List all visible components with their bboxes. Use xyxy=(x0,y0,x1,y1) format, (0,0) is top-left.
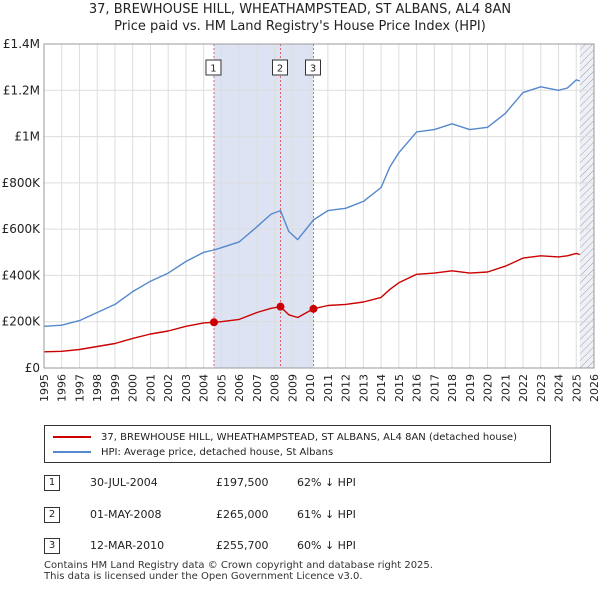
sale-number-badge: 3 xyxy=(44,538,60,554)
x-tick-label: 2006 xyxy=(233,374,246,402)
x-tick-label: 2016 xyxy=(411,374,424,402)
table-row: 2 01-MAY-2008 £265,000 61% ↓ HPI xyxy=(44,505,384,523)
x-tick-label: 2025 xyxy=(570,374,583,402)
sale-marker-label: 1 xyxy=(210,64,216,75)
x-tick-label: 1998 xyxy=(91,374,104,402)
x-tick-label: 2002 xyxy=(162,374,175,402)
y-tick-label: £0 xyxy=(25,361,40,375)
chart-subtitle: Price paid vs. HM Land Registry's House … xyxy=(114,19,486,34)
x-tick-label: 2005 xyxy=(215,374,228,402)
x-tick-label: 2001 xyxy=(144,374,157,402)
x-tick-label: 2022 xyxy=(517,374,530,402)
legend-swatch-property xyxy=(53,436,91,438)
x-tick-label: 2023 xyxy=(535,374,548,402)
x-tick-label: 2003 xyxy=(180,374,193,402)
sale-number-badge: 2 xyxy=(44,507,60,523)
forecast-hatch-region xyxy=(579,44,594,368)
x-tick-label: 2019 xyxy=(464,374,477,402)
sale-point xyxy=(209,318,218,327)
sale-hpi-diff: 62% ↓ HPI xyxy=(297,476,356,489)
x-tick-label: 2018 xyxy=(446,374,459,402)
x-tick-label: 2026 xyxy=(588,374,600,402)
sale-price: £255,700 xyxy=(216,539,269,552)
table-row: 1 30-JUL-2004 £197,500 62% ↓ HPI xyxy=(44,473,384,491)
x-tick-label: 1997 xyxy=(73,374,86,402)
plot-frame xyxy=(43,43,595,369)
sale-marker-label: 3 xyxy=(310,64,316,75)
sale-hpi-diff: 60% ↓ HPI xyxy=(297,539,356,552)
x-tick-label: 2014 xyxy=(375,374,388,402)
sale-point xyxy=(309,304,318,313)
y-tick-label: £200K xyxy=(2,315,42,329)
sale-marker-box xyxy=(205,59,222,76)
plot-background xyxy=(44,44,594,368)
sale-marker-label: 2 xyxy=(277,64,283,75)
x-tick-label: 2010 xyxy=(304,374,317,402)
sale-price: £265,000 xyxy=(216,508,269,521)
sale-price: £197,500 xyxy=(216,476,269,489)
y-tick-label: £800K xyxy=(2,176,42,190)
shaded-span xyxy=(280,44,314,368)
y-tick-label: £600K xyxy=(2,222,42,236)
x-tick-label: 2011 xyxy=(322,374,335,402)
x-tick-label: 2004 xyxy=(198,374,211,402)
x-tick-label: 2008 xyxy=(269,374,282,402)
hpi-line xyxy=(43,79,581,327)
footer-licence: This data is licensed under the Open Gov… xyxy=(44,571,363,582)
footer-copyright: Contains HM Land Registry data © Crown c… xyxy=(44,560,433,571)
legend-item-hpi: HPI: Average price, detached house, St A… xyxy=(53,445,333,459)
x-tick-label: 2000 xyxy=(127,374,140,402)
sale-date: 12-MAR-2010 xyxy=(90,539,165,552)
x-tick-label: 2009 xyxy=(286,374,299,402)
sale-date: 30-JUL-2004 xyxy=(90,476,158,489)
shaded-span xyxy=(213,44,281,368)
x-tick-label: 2021 xyxy=(499,374,512,402)
legend-label-property: 37, BREWHOUSE HILL, WHEATHAMPSTEAD, ST A… xyxy=(101,431,517,443)
sale-point xyxy=(276,302,285,311)
legend-label-hpi: HPI: Average price, detached house, St A… xyxy=(101,446,334,458)
x-tick-label: 2024 xyxy=(553,374,566,402)
sale-marker-box xyxy=(305,59,321,76)
y-tick-label: £1.4M xyxy=(3,37,40,51)
sale-hpi-diff: 61% ↓ HPI xyxy=(297,508,356,521)
chart-legend: 37, BREWHOUSE HILL, WHEATHAMPSTEAD, ST A… xyxy=(44,425,551,463)
footer-attribution: Contains HM Land Registry data © Crown c… xyxy=(44,560,433,582)
y-tick-label: £1M xyxy=(14,130,40,144)
x-tick-label: 2013 xyxy=(357,374,370,402)
table-row: 3 12-MAR-2010 £255,700 60% ↓ HPI xyxy=(44,536,384,554)
price-chart: 1 2 3 £0 £200K £400K £600K £800K £1M £1.2M £1.4M 1… xyxy=(2,37,600,402)
y-tick-label: £400K xyxy=(2,268,42,282)
legend-item-property: 37, BREWHOUSE HILL, WHEATHAMPSTEAD, ST A… xyxy=(53,430,517,444)
sale-number-badge: 1 xyxy=(44,475,60,491)
x-tick-label: 2015 xyxy=(393,374,406,402)
x-tick-label: 1999 xyxy=(109,374,122,402)
chart-title: 37, BREWHOUSE HILL, WHEATHAMPSTEAD, ST A… xyxy=(88,2,512,17)
y-tick-label: £1.2M xyxy=(3,83,40,97)
legend-swatch-hpi xyxy=(53,451,91,453)
x-tick-label: 2012 xyxy=(340,374,353,402)
x-tick-label: 2017 xyxy=(428,374,441,402)
x-tick-label: 1995 xyxy=(38,374,51,402)
x-tick-label: 2020 xyxy=(482,374,495,402)
x-tick-label: 1996 xyxy=(56,374,69,402)
x-tick-label: 2007 xyxy=(251,374,264,402)
sale-date: 01-MAY-2008 xyxy=(90,508,162,521)
sale-marker-box xyxy=(272,59,288,76)
